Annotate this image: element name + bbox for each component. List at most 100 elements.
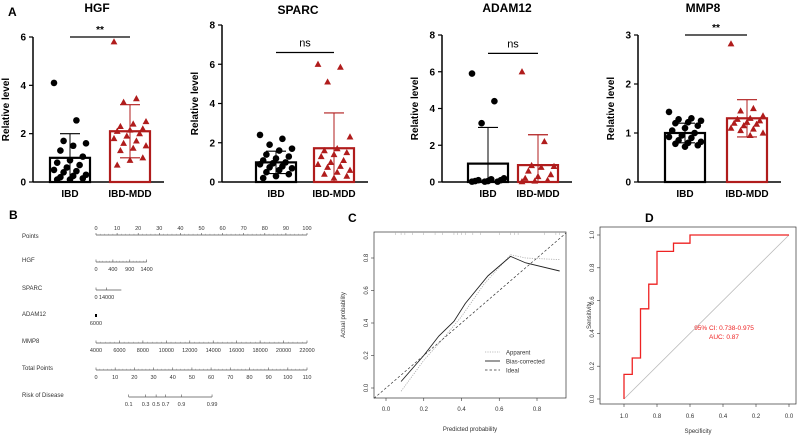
- data-point: [133, 95, 140, 102]
- y-tick-label: 0.4: [364, 318, 370, 327]
- nomogram-tick-label: 100: [302, 226, 311, 232]
- data-point: [727, 124, 735, 131]
- x-tick-label: IBD-MDD: [312, 189, 355, 200]
- data-point: [120, 98, 127, 105]
- y-tick-label: 2: [625, 80, 631, 91]
- x-tick-label: IBD: [61, 189, 78, 200]
- y-tick-label: 0.0: [590, 394, 596, 403]
- nomogram-tick-label: 900: [125, 267, 134, 273]
- y-tick-label: 0: [20, 178, 26, 189]
- x-tick-label: 0.0: [382, 407, 391, 413]
- nomogram-tick-label: 18000: [252, 348, 267, 354]
- x-tick-label: 0.6: [686, 414, 695, 420]
- data-point: [337, 162, 344, 169]
- y-tick-label: 0.4: [590, 329, 596, 338]
- nomogram-tick-label: 100: [283, 375, 292, 381]
- data-point: [541, 137, 548, 145]
- x-axis-label: Specificity: [684, 429, 711, 435]
- data-point: [57, 147, 64, 154]
- nomogram-tick-label: 30: [150, 375, 156, 381]
- y-axis-label: Relative level: [190, 72, 201, 136]
- data-point: [123, 132, 131, 139]
- plot-frame: [599, 226, 797, 405]
- chart-title: ADAM12: [482, 1, 532, 15]
- significance-label: **: [96, 25, 104, 36]
- chart-title: MMP8: [686, 1, 721, 15]
- nomogram-row-label: Risk of Disease: [22, 393, 64, 399]
- nomogram-tick-label: 10: [114, 226, 120, 232]
- nomogram-tick-label: 0.3: [142, 402, 150, 408]
- series-line-ideal: [373, 232, 567, 399]
- y-tick-label: 0.6: [364, 286, 370, 295]
- nomogram-tick-label: 400: [108, 267, 117, 273]
- data-point: [346, 133, 354, 140]
- x-tick-label: 0.2: [420, 407, 429, 413]
- data-point: [120, 139, 127, 146]
- data-point: [525, 167, 532, 174]
- y-tick-label: 6: [20, 33, 26, 44]
- y-tick-label: 0: [209, 178, 215, 189]
- data-point: [314, 160, 322, 167]
- data-point: [340, 156, 347, 164]
- data-point: [272, 172, 280, 180]
- data-point: [678, 132, 686, 139]
- nomogram-tick-label: 20000: [276, 348, 291, 354]
- data-point: [478, 119, 485, 127]
- data-point: [288, 164, 296, 172]
- nomogram-tick-label: 0.1: [125, 402, 133, 408]
- data-point: [126, 126, 134, 133]
- y-tick-label: 6: [429, 67, 435, 78]
- panel-label-b: B: [9, 208, 18, 222]
- data-point: [275, 166, 283, 174]
- data-point: [324, 78, 331, 85]
- nomogram-tick-label: 90: [283, 226, 289, 232]
- nomogram-tick-label: 10000: [159, 348, 174, 354]
- data-point: [468, 178, 476, 185]
- nomogram-tick-label: 8000: [137, 348, 149, 354]
- data-point: [518, 178, 526, 185]
- y-tick-label: 0.2: [364, 351, 370, 360]
- data-point: [76, 161, 83, 169]
- y-axis-label: Actual probability: [341, 292, 347, 338]
- data-point: [668, 127, 676, 134]
- data-point: [550, 162, 558, 169]
- nomogram-row-label: Total Points: [22, 366, 53, 372]
- data-point: [82, 140, 90, 147]
- nomogram-row-label: ADAM12: [22, 312, 47, 318]
- nomogram-tick-label: 4000: [90, 348, 102, 354]
- plot-frame: [373, 231, 567, 399]
- data-point: [321, 170, 328, 177]
- data-point: [750, 125, 757, 132]
- nomogram-tick-label: 22000: [299, 348, 314, 354]
- data-point: [681, 143, 689, 151]
- nomogram-tick-label: 12000: [182, 348, 197, 354]
- data-point: [279, 135, 286, 143]
- data-point: [266, 163, 273, 171]
- data-point: [494, 178, 501, 185]
- data-point: [521, 174, 529, 181]
- legend-label: Apparent: [506, 351, 531, 357]
- data-point: [263, 151, 270, 158]
- panel-label-d: D: [645, 211, 654, 225]
- data-point: [746, 131, 754, 139]
- y-tick-label: 0.6: [590, 296, 596, 305]
- data-point: [63, 164, 71, 171]
- data-point: [330, 174, 338, 181]
- nomogram-row-label: Points: [22, 234, 39, 240]
- nomogram-tick-label: 0.9: [178, 402, 186, 408]
- data-point: [737, 126, 744, 134]
- data-point: [750, 104, 757, 112]
- data-point: [694, 122, 702, 129]
- data-point: [730, 119, 738, 126]
- y-tick-label: 0: [625, 178, 631, 189]
- data-point: [60, 137, 67, 145]
- significance-label: ns: [507, 38, 519, 50]
- data-point: [759, 129, 767, 136]
- panel-label-a: A: [8, 5, 17, 19]
- y-tick-label: 6: [209, 60, 215, 71]
- data-point: [694, 141, 702, 149]
- y-tick-label: 8: [429, 31, 435, 42]
- y-tick-label: 2: [429, 141, 435, 152]
- nomogram-tick-label: 50: [189, 375, 195, 381]
- y-tick-label: 0.8: [590, 263, 596, 272]
